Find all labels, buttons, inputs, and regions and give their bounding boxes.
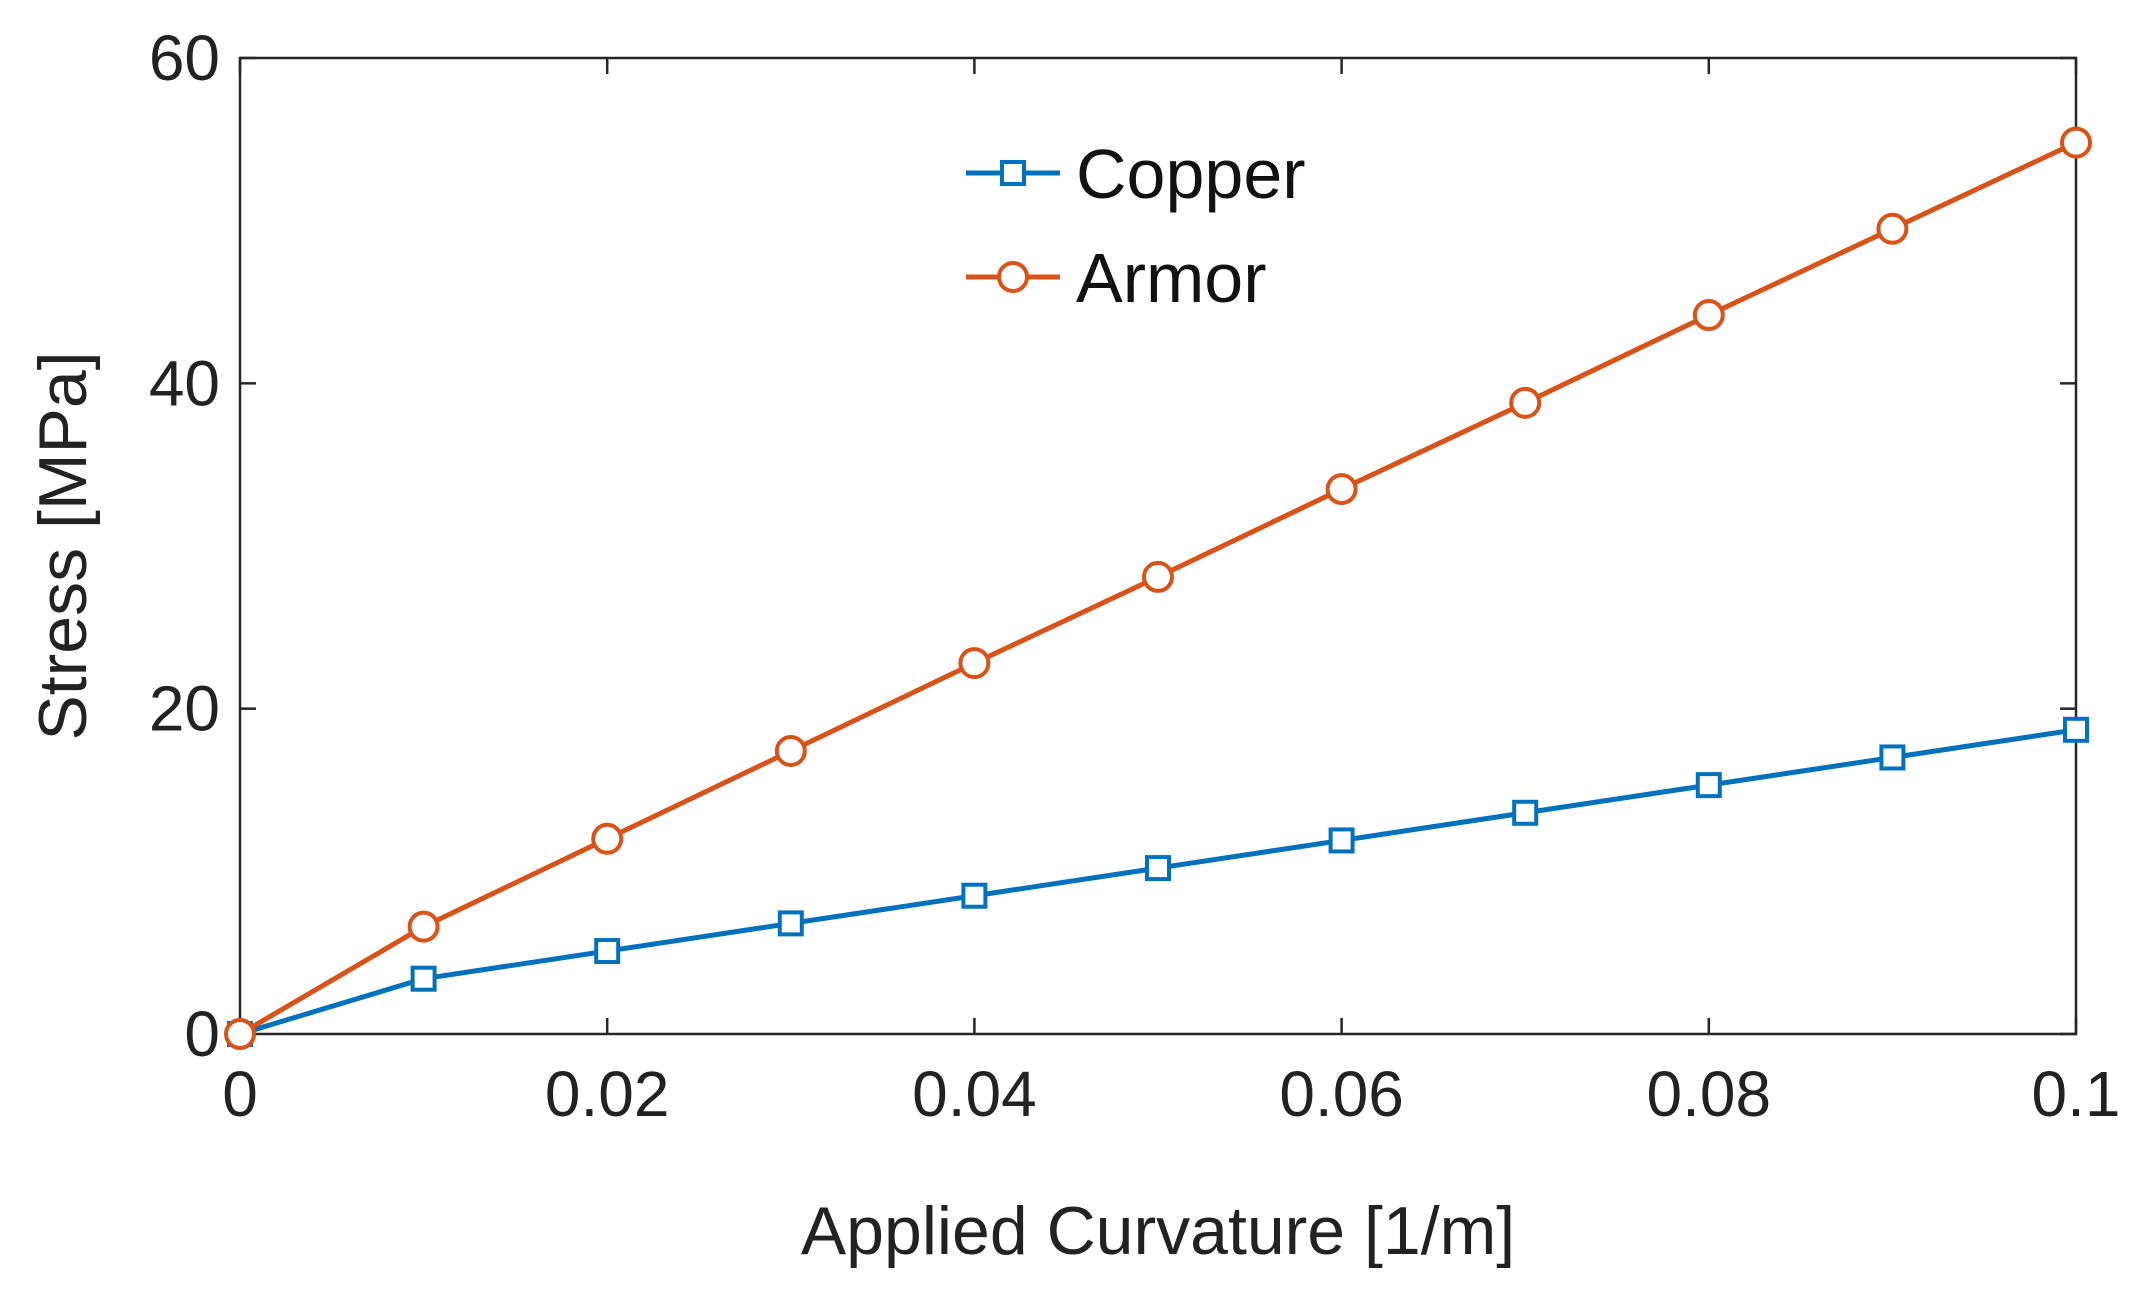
data-point-copper bbox=[1145, 855, 1171, 882]
x-tick-label: 0.04 bbox=[912, 1058, 1037, 1130]
legend-label: Copper bbox=[1076, 135, 1306, 213]
data-point-copper bbox=[777, 910, 804, 937]
legend-label: Armor bbox=[1076, 239, 1267, 317]
y-tick-label: 60 bbox=[149, 22, 220, 94]
axis-ticks: 0 0.02 0.04 0.06 0.08 0.1 0 20 40 60 bbox=[149, 22, 2121, 1130]
data-point-copper bbox=[1695, 772, 1722, 799]
legend: Copper Armor bbox=[966, 135, 1306, 317]
data-point-copper bbox=[1328, 827, 1355, 854]
series-copper bbox=[227, 716, 2089, 1047]
data-point-armor bbox=[591, 822, 624, 855]
data-point-copper bbox=[961, 882, 988, 909]
y-tick-label: 0 bbox=[184, 998, 220, 1070]
data-point-armor bbox=[224, 1018, 256, 1050]
legend-entry-copper: Copper bbox=[966, 135, 1306, 213]
x-axis-title: Applied Curvature [1/m] bbox=[801, 1193, 1515, 1269]
data-point-armor bbox=[774, 734, 807, 767]
data-point-armor bbox=[1876, 212, 1909, 245]
x-tick-label: 0.06 bbox=[1279, 1058, 1404, 1130]
data-point-copper bbox=[2063, 716, 2089, 743]
data-point-armor bbox=[1142, 560, 1174, 593]
series-armor bbox=[224, 126, 2092, 1050]
data-point-armor bbox=[1509, 386, 1542, 419]
legend-marker bbox=[1000, 160, 1026, 186]
data-point-armor bbox=[2060, 126, 2092, 159]
data-point-armor bbox=[407, 910, 440, 943]
data-point-copper bbox=[1879, 744, 1906, 771]
series-layer bbox=[224, 126, 2092, 1050]
data-point-armor bbox=[1692, 299, 1725, 332]
data-point-copper bbox=[410, 965, 437, 992]
y-tick-label: 20 bbox=[149, 673, 220, 745]
data-point-copper bbox=[594, 938, 621, 965]
legend-marker bbox=[997, 261, 1029, 293]
x-tick-label: 0 bbox=[222, 1058, 258, 1130]
data-point-copper bbox=[1512, 799, 1539, 826]
data-point-armor bbox=[958, 647, 991, 680]
x-tick-label: 0.08 bbox=[1647, 1058, 1772, 1130]
legend-entry-armor: Armor bbox=[966, 239, 1267, 317]
y-tick-label: 40 bbox=[149, 347, 220, 419]
x-tick-label: 0.1 bbox=[2032, 1058, 2121, 1130]
data-point-armor bbox=[1325, 473, 1358, 506]
y-axis-title: Stress [MPa] bbox=[25, 351, 101, 740]
x-tick-label: 0.02 bbox=[545, 1058, 670, 1130]
